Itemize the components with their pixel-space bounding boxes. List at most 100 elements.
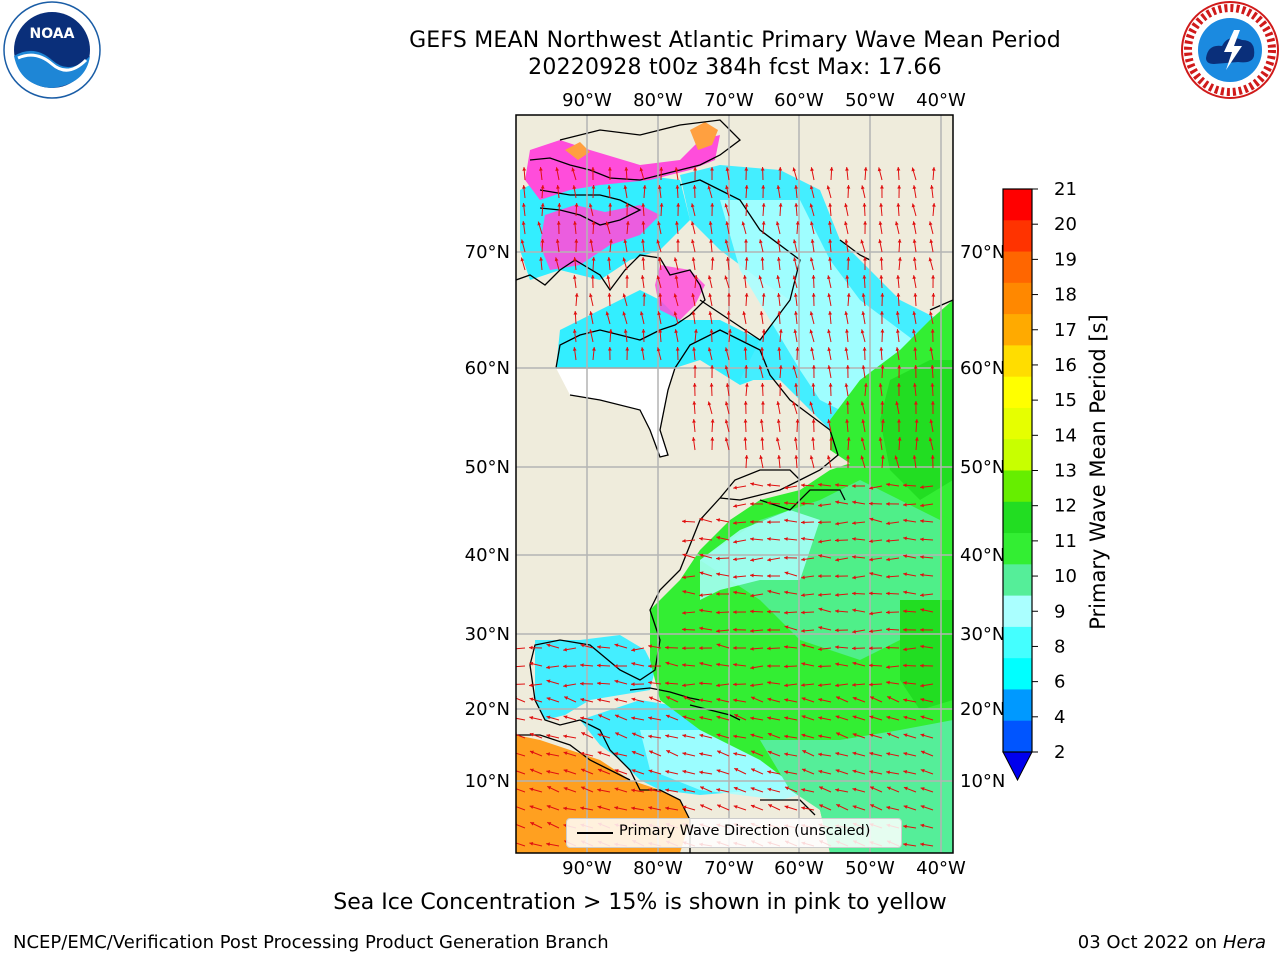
wave-arrowhead [869, 751, 874, 756]
map-subtitle: 20220928 t00z 384h fcst Max: 17.66 [528, 55, 942, 80]
wave-arrowhead [845, 167, 849, 171]
wave-arrowhead [852, 769, 857, 774]
wave-arrowhead [656, 275, 661, 280]
wave-arrowhead [835, 521, 839, 526]
wave-arrowhead [792, 239, 797, 244]
wave-arrowhead [648, 664, 652, 669]
ice-orange-1 [690, 122, 718, 150]
wave-arrowhead [631, 732, 636, 737]
wave-arrowhead [716, 629, 720, 633]
wave-arrowhead [835, 483, 839, 487]
hudson-strait-water [556, 290, 780, 385]
wave-arrowhead [836, 804, 841, 808]
wave-arrowhead [860, 329, 865, 334]
wave-arrowhead [844, 221, 848, 226]
wave-arrowhead [767, 664, 771, 668]
wave-arrowhead [877, 167, 882, 172]
wave-arrowhead [920, 733, 925, 738]
wave-arrowhead [751, 696, 755, 701]
colorbar-segment [1003, 470, 1032, 503]
wave-arrowhead [591, 167, 595, 171]
wave-arrowhead [776, 239, 781, 243]
wave-arrowhead [716, 518, 721, 522]
wave-arrowhead [886, 715, 891, 720]
wave-arrowhead [690, 203, 695, 208]
wave-arrowhead [801, 536, 805, 541]
wave-arrowhead [878, 221, 883, 225]
wave-arrowhead [641, 221, 646, 225]
wave-arrowhead [845, 275, 850, 279]
wave-arrowhead [699, 553, 704, 558]
wave-arrowhead [794, 311, 798, 315]
wave-arrowhead [801, 575, 805, 580]
colorbar-label: Primary Wave Mean Period [s] [1086, 314, 1110, 630]
wave-arrowhead [903, 647, 907, 652]
wave-arrowhead [928, 221, 933, 226]
wave-arrowhead [682, 610, 686, 615]
lon-label-top-70w: 70°W [704, 90, 754, 111]
wave-arrowhead [743, 419, 748, 423]
wave-arrowhead [827, 365, 832, 370]
wave-arrowhead [521, 221, 526, 225]
wave-arrowhead [750, 557, 755, 562]
colorbar-tick-label: 20 [1054, 214, 1077, 235]
wave-arrowhead [733, 682, 737, 687]
wave-arrowhead [860, 185, 865, 190]
wave-arrowhead [666, 696, 671, 700]
wave-arrowhead [556, 221, 561, 225]
wave-arrowhead [913, 347, 918, 351]
wave-arrowhead [886, 521, 890, 526]
wave-arrowhead [608, 329, 613, 333]
wave-arrowhead [929, 239, 934, 244]
wave-arrowhead [861, 365, 866, 369]
wave-arrowhead [920, 555, 924, 560]
wave-arrowhead [869, 485, 874, 490]
wave-arrowhead [682, 769, 687, 774]
wave-arrowhead [802, 750, 807, 754]
wave-arrowhead [776, 275, 781, 280]
wave-arrowhead [835, 609, 839, 614]
wave-arrowhead [631, 806, 635, 811]
wave-arrowhead [931, 167, 936, 171]
wave-arrowhead [648, 644, 653, 649]
wave-arrowhead [894, 221, 899, 226]
wave-arrowhead [614, 697, 619, 702]
wave-arrowhead [744, 293, 749, 297]
wave-arrowhead [903, 536, 907, 541]
wave-arrowhead [930, 383, 935, 387]
wave-arrowhead [896, 293, 901, 297]
legend-box: Primary Wave Direction (unscaled) [566, 818, 902, 848]
wave-arrowhead [912, 185, 917, 189]
ice-patch-3 [655, 265, 705, 320]
wave-arrowhead [574, 203, 579, 207]
wave-arrowhead [625, 221, 630, 225]
wave-arrowhead [725, 167, 730, 171]
wave-arrowhead [818, 520, 822, 525]
wave-arrowhead [886, 610, 890, 615]
wave-arrowhead [631, 788, 635, 793]
wave-arrowhead [886, 627, 890, 632]
wave-arrowhead [794, 455, 799, 459]
wave-arrowhead [811, 365, 816, 369]
graticule [516, 115, 953, 853]
wave-arrowhead [818, 574, 822, 578]
wave-arrowhead [699, 536, 703, 541]
wave-arrowhead [886, 538, 890, 543]
wave-arrowhead [835, 574, 839, 579]
wave-arrowhead [724, 203, 729, 208]
wave-arrowhead [733, 734, 737, 739]
wave-arrowhead [914, 401, 918, 405]
wave-arrowhead [852, 484, 856, 488]
wave-arrowhead [784, 610, 788, 615]
wave-arrowhead [682, 805, 687, 810]
lat-label-right-20n: 20°N [960, 699, 1005, 720]
wave-arrowhead [733, 698, 737, 703]
wave-arrowhead [724, 437, 729, 442]
wave-arrowhead [880, 311, 884, 315]
wave-arrowhead [895, 347, 900, 351]
wave-arrowhead [682, 751, 687, 756]
wave-arrowhead [733, 503, 738, 508]
wave-arrowhead [818, 592, 822, 597]
wave-arrowhead [522, 185, 526, 189]
